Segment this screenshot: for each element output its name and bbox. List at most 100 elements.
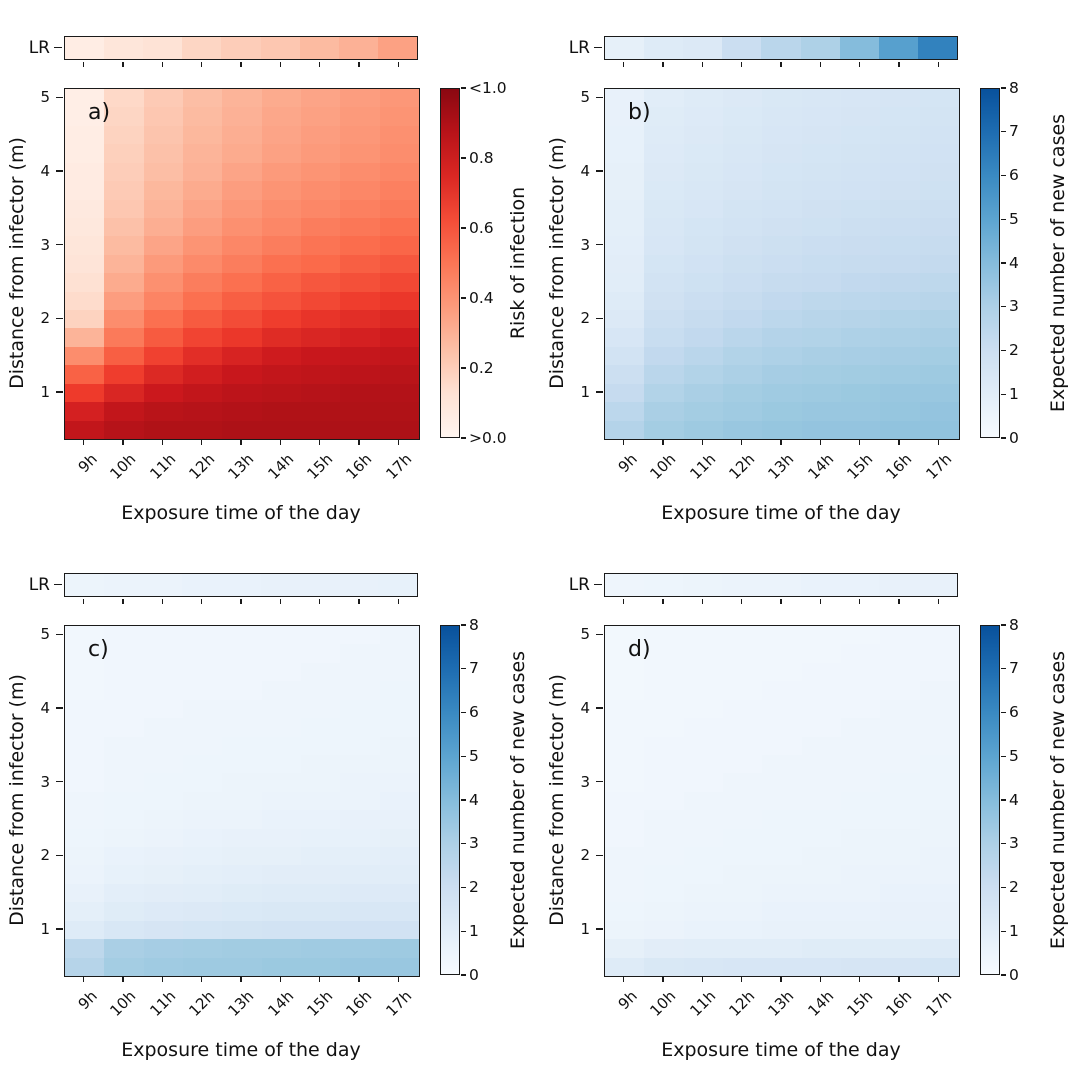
heatmap-cell bbox=[104, 644, 144, 663]
lr-segment bbox=[182, 574, 222, 596]
lr-segment bbox=[260, 37, 300, 59]
heatmap-cell bbox=[65, 217, 105, 237]
x-tick-label: 12h bbox=[725, 987, 759, 1020]
heatmap-cell bbox=[722, 644, 763, 663]
lr-tick-mark bbox=[200, 61, 203, 67]
heatmap-cell bbox=[300, 902, 341, 921]
lr-segment bbox=[644, 574, 684, 596]
heatmap-cell bbox=[65, 236, 105, 255]
heatmap-cell bbox=[722, 828, 763, 848]
heatmap-cell bbox=[340, 199, 380, 218]
heatmap-cell bbox=[880, 365, 920, 384]
heatmap-cell bbox=[300, 920, 341, 940]
heatmap-cell bbox=[65, 699, 105, 719]
heatmap-cell bbox=[880, 791, 920, 811]
heatmap-cell bbox=[222, 346, 262, 366]
heatmap-cell bbox=[605, 810, 645, 829]
heatmap-cell bbox=[104, 699, 144, 719]
heatmap-cell bbox=[340, 254, 380, 274]
heatmap-cell bbox=[919, 810, 959, 829]
heatmap-cell bbox=[104, 236, 144, 255]
heatmap-cell bbox=[261, 810, 301, 829]
lr-label-tick bbox=[594, 47, 602, 49]
heatmap-cell bbox=[919, 107, 959, 126]
colorbar-tick-label: 1 bbox=[1009, 384, 1019, 403]
x-tick-label: 13h bbox=[764, 987, 798, 1020]
heatmap-cell bbox=[722, 957, 763, 976]
x-axis-label: Exposure time of the day bbox=[121, 1039, 361, 1061]
heatmap-cell bbox=[605, 681, 645, 700]
heatmap-cell bbox=[104, 681, 144, 700]
heatmap-cell bbox=[104, 217, 144, 237]
heatmap-cell bbox=[605, 883, 645, 903]
heatmap-cell bbox=[65, 626, 105, 645]
heatmap-cell bbox=[182, 883, 223, 903]
heatmap-cell bbox=[182, 236, 223, 255]
heatmap-cell bbox=[683, 718, 723, 737]
heatmap-cell bbox=[340, 346, 380, 366]
heatmap-cell bbox=[340, 754, 380, 774]
heatmap-cell bbox=[840, 865, 881, 884]
heatmap-cell bbox=[683, 920, 723, 940]
heatmap-cell bbox=[605, 920, 645, 940]
x-tick-label: 12h bbox=[185, 987, 219, 1020]
heatmap-cell bbox=[644, 865, 684, 884]
heatmap-cell bbox=[605, 181, 645, 200]
heatmap-cell bbox=[644, 107, 684, 126]
heatmap-cell bbox=[65, 754, 105, 774]
heatmap-cell bbox=[379, 365, 419, 384]
heatmap-cell bbox=[683, 89, 723, 108]
heatmap-cell bbox=[880, 254, 920, 274]
heatmap-cell bbox=[143, 810, 183, 829]
heatmap-cell bbox=[143, 383, 183, 403]
x-tick-label: 14h bbox=[804, 450, 838, 483]
heatmap-cell bbox=[143, 773, 183, 792]
heatmap-cell bbox=[222, 662, 262, 682]
heatmap-cell bbox=[379, 865, 419, 884]
heatmap-cell bbox=[762, 383, 802, 403]
heatmap-cell bbox=[65, 310, 105, 329]
heatmap-cell bbox=[840, 828, 881, 848]
heatmap-cell bbox=[919, 957, 959, 976]
heatmap-cell bbox=[840, 681, 881, 700]
heatmap-cell bbox=[840, 365, 881, 384]
heatmap-cell bbox=[801, 199, 841, 218]
lr-tick-mark bbox=[740, 61, 743, 67]
heatmap-cell bbox=[880, 162, 920, 182]
heatmap-cell bbox=[379, 273, 419, 292]
heatmap-cell bbox=[722, 181, 763, 200]
colorbar-tick-label: 0.6 bbox=[469, 218, 494, 237]
lr-tick-mark bbox=[662, 598, 664, 604]
heatmap-cell bbox=[182, 420, 223, 439]
heatmap-cell bbox=[261, 736, 301, 755]
lr-tick-mark bbox=[200, 598, 203, 604]
heatmap-cell bbox=[762, 773, 802, 792]
y-tick-mark bbox=[596, 243, 603, 246]
heatmap-cell bbox=[300, 365, 341, 384]
heatmap-cell bbox=[605, 402, 645, 421]
heatmap-cell bbox=[722, 902, 763, 921]
heatmap-cell bbox=[340, 181, 380, 200]
heatmap-cell bbox=[340, 865, 380, 884]
heatmap-cell bbox=[840, 626, 881, 645]
heatmap-cell bbox=[919, 402, 959, 421]
heatmap-cell bbox=[762, 681, 802, 700]
x-tick-label: 13h bbox=[764, 450, 798, 483]
heatmap-cell bbox=[222, 754, 262, 774]
heatmap-cell bbox=[722, 791, 763, 811]
heatmap-cell bbox=[182, 865, 223, 884]
heatmap-cell bbox=[801, 902, 841, 921]
heatmap-cell bbox=[919, 773, 959, 792]
heatmap-plot bbox=[64, 625, 420, 977]
heatmap-cell bbox=[65, 402, 105, 421]
heatmap-cell bbox=[801, 420, 841, 439]
colorbar-tick-mark bbox=[461, 974, 466, 976]
x-axis-label: Exposure time of the day bbox=[121, 502, 361, 524]
heatmap-cell bbox=[762, 310, 802, 329]
heatmap-cell bbox=[762, 865, 802, 884]
heatmap-cell bbox=[762, 144, 802, 163]
heatmap-cell bbox=[644, 939, 684, 958]
heatmap-cell bbox=[919, 902, 959, 921]
heatmap-cell bbox=[919, 828, 959, 848]
